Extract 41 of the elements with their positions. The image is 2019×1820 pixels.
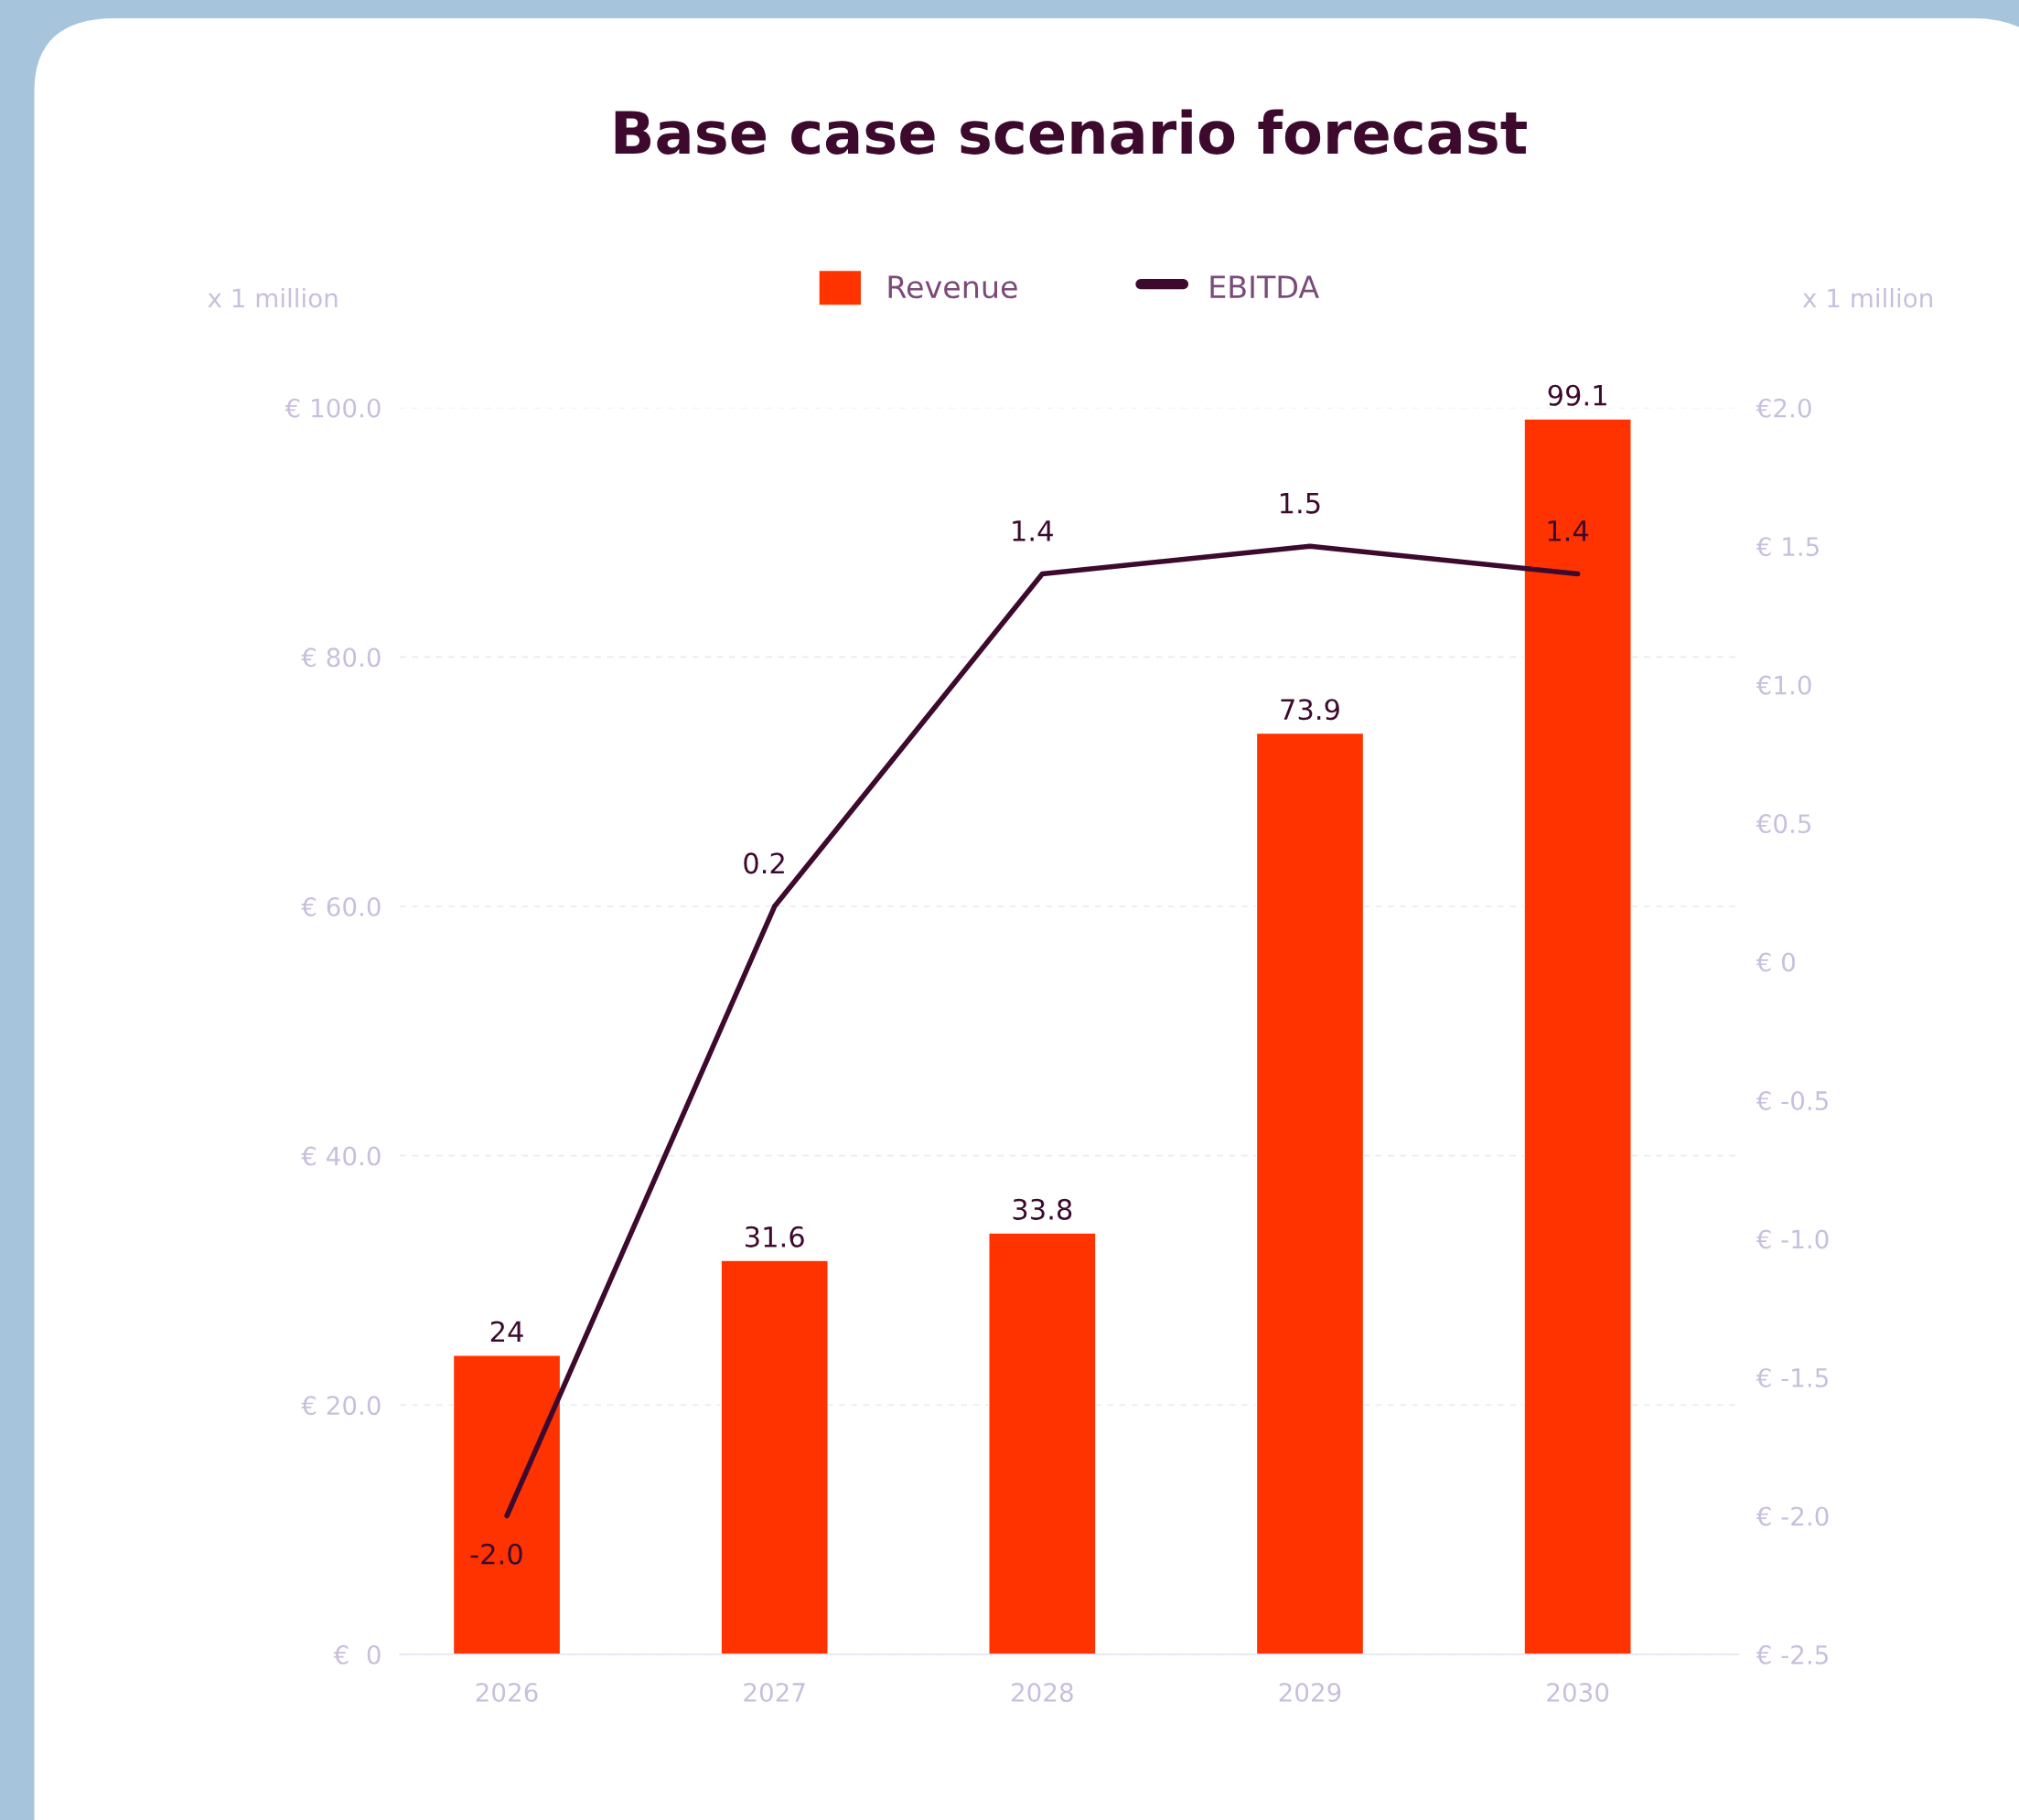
data-label: 1.5 — [1280, 492, 1320, 514]
data-label: 24 — [490, 1321, 523, 1343]
bar — [1255, 732, 1365, 1654]
y2-tick-label: € 0 — [1756, 952, 1795, 972]
y2-tick-label: € 1.5 — [1756, 537, 1819, 557]
y2-tick-label: €2.0 — [1756, 398, 1811, 418]
y-axis-title: x 1 million — [208, 287, 338, 308]
legend-label: EBITDA — [1210, 275, 1319, 298]
x-tick-label: 2028 — [1012, 1682, 1073, 1702]
y2-axis-title: x 1 million — [1802, 287, 1932, 308]
chart-title: Base case scenario forecast — [615, 109, 1527, 155]
y-tick-label: € 100.0 — [285, 398, 381, 418]
bar — [1523, 418, 1632, 1654]
y2-tick-label: € -1.5 — [1756, 1367, 1828, 1387]
y2-tick-label: € -2.5 — [1756, 1644, 1828, 1665]
y-tick-label: € 20.0 — [301, 1396, 381, 1416]
data-label: 31.6 — [746, 1226, 804, 1247]
x-tick-label: 2029 — [1279, 1682, 1341, 1702]
data-label: 33.8 — [1013, 1198, 1072, 1220]
legend-label: Revenue — [888, 275, 1017, 299]
bar — [720, 1259, 829, 1654]
y2-tick-label: € -0.5 — [1756, 1091, 1828, 1111]
data-label: -2.0 — [470, 1543, 522, 1565]
y-tick-label: € 80.0 — [301, 648, 381, 668]
bar — [452, 1354, 562, 1654]
data-label: 73.9 — [1281, 699, 1339, 721]
y2-tick-label: € -1.0 — [1756, 1229, 1829, 1249]
y2-tick-label: €0.5 — [1756, 814, 1811, 834]
x-tick-label: 2030 — [1547, 1682, 1609, 1702]
y-tick-label: € 0 — [333, 1644, 381, 1665]
y-tick-label: € 60.0 — [301, 896, 381, 916]
data-label: 0.2 — [744, 852, 784, 874]
bar — [988, 1232, 1097, 1654]
x-tick-label: 2027 — [744, 1682, 805, 1702]
x-tick-label: 2026 — [476, 1682, 538, 1702]
y2-tick-label: € -2.0 — [1756, 1506, 1829, 1526]
data-label: 1.4 — [1013, 520, 1053, 541]
y2-tick-label: €1.0 — [1756, 675, 1811, 695]
data-label: 1.4 — [1548, 520, 1589, 541]
data-label: 99.1 — [1548, 384, 1606, 406]
y-tick-label: € 40.0 — [301, 1146, 381, 1166]
